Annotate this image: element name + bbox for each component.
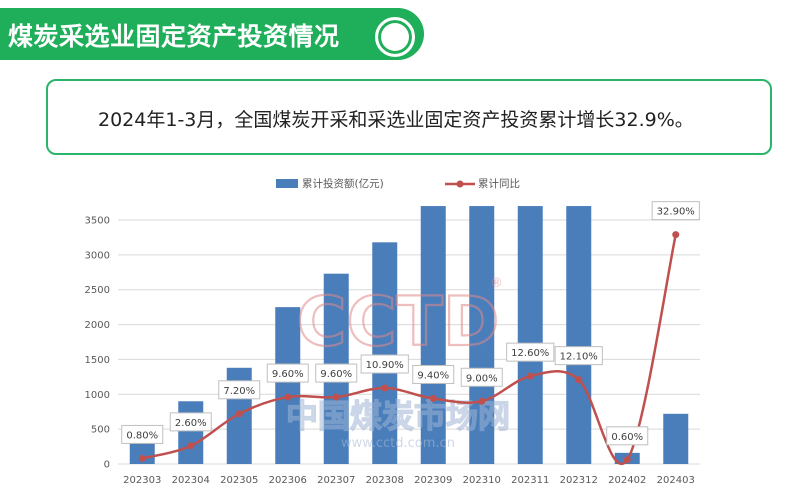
y-tick-label: 3000 <box>85 250 110 261</box>
bar-202311 <box>517 206 543 465</box>
data-label-box <box>506 342 555 362</box>
line-point-202305 <box>235 410 243 418</box>
x-tick-label: 202312 <box>560 475 598 486</box>
data-label-box <box>651 201 700 221</box>
line-point-202304 <box>187 442 195 450</box>
x-tick-label: 202403 <box>657 475 695 486</box>
bar-202310 <box>469 206 495 465</box>
x-tick-label: 202310 <box>463 475 501 486</box>
data-labels: 0.80% 2.60% 7.20% 9.60% 9.60% 10.90% 9.40% 9.00… <box>121 201 700 446</box>
legend-line-marker <box>456 180 464 188</box>
y-axis-ticks: 0 500 1000 1500 2000 2500 3000 3500 <box>85 216 110 471</box>
bar-202403 <box>663 413 689 464</box>
data-label-202312: 12.10% <box>560 352 598 363</box>
data-label-202309: 9.40% <box>417 370 449 381</box>
investment-chart: 0 500 1000 1500 2000 2500 3000 3500 CCTD ® 中国煤炭… <box>85 177 700 486</box>
summary-box: 2024年1-3月，全国煤炭开采和采选业固定资产投资累计增长32.9%。 <box>46 79 772 155</box>
data-label-box <box>606 426 649 446</box>
line-point-202311 <box>526 372 534 380</box>
legend-bar-swatch <box>276 179 298 188</box>
watermark-registered: ® <box>490 276 503 291</box>
bar-202308 <box>372 242 398 464</box>
page-title: 煤炭采选业固定资产投资情况 <box>8 22 340 51</box>
line-point-202312 <box>575 376 583 384</box>
bar-202309 <box>420 206 446 465</box>
data-label-202305: 7.20% <box>223 386 255 397</box>
data-label-202306: 9.60% <box>272 369 304 380</box>
bar-series <box>129 206 689 465</box>
legend-line-label: 累计同比 <box>478 177 520 190</box>
data-label-202402: 0.60% <box>611 432 643 443</box>
watermark-url: www.cctd.com.cn <box>341 436 455 451</box>
legend-bar-label: 累计投资额(亿元) <box>302 177 384 190</box>
data-label-202403: 32.90% <box>657 207 695 218</box>
x-tick-label: 202306 <box>269 475 307 486</box>
data-label-202307: 9.60% <box>320 369 352 380</box>
line-point-202403 <box>672 231 680 239</box>
header-banner: 煤炭采选业固定资产投资情况 <box>0 8 424 60</box>
summary-text: 2024年1-3月，全国煤炭开采和采选业固定资产投资累计增长32.9%。 <box>98 109 694 131</box>
data-label-box <box>121 424 164 444</box>
line-point-202307 <box>332 393 340 401</box>
x-tick-label: 202303 <box>123 475 161 486</box>
watermark: CCTD ® 中国煤炭市场网 www.cctd.com.cn <box>285 276 510 451</box>
data-label-202311: 12.60% <box>511 348 549 359</box>
x-axis-ticks: 202303 202304 202305 202306 202307 202308 2023… <box>123 475 695 486</box>
y-tick-label: 1500 <box>85 355 110 366</box>
line-series <box>138 231 680 465</box>
line-point-202303 <box>138 454 146 462</box>
data-label-box <box>266 363 309 383</box>
bar-202304 <box>178 401 204 464</box>
data-label-202304: 2.60% <box>175 418 207 429</box>
line-point-202309 <box>429 394 437 402</box>
y-tick-label: 0 <box>104 460 110 471</box>
x-tick-label: 202307 <box>317 475 355 486</box>
line-point-202310 <box>478 397 486 405</box>
data-label-202308: 10.90% <box>366 360 404 371</box>
y-tick-label: 3500 <box>85 216 110 227</box>
x-tick-label: 202309 <box>414 475 452 486</box>
x-tick-label: 202402 <box>608 475 646 486</box>
x-tick-label: 202311 <box>511 475 549 486</box>
line-point-202306 <box>284 393 292 401</box>
data-label-box <box>412 364 455 384</box>
legend: 累计投资额(亿元) 累计同比 <box>276 177 520 190</box>
y-tick-label: 500 <box>91 425 110 436</box>
data-label-box <box>218 380 261 400</box>
y-tick-label: 1000 <box>85 390 110 401</box>
circle-decoration-icon <box>375 17 415 57</box>
line-point-202402 <box>623 456 631 464</box>
y-tick-label: 2500 <box>85 285 110 296</box>
data-label-202310: 9.00% <box>466 373 498 384</box>
x-tick-label: 202305 <box>220 475 258 486</box>
bar-202312 <box>566 206 592 465</box>
bar-202306 <box>275 307 301 464</box>
watermark-logo: CCTD <box>297 283 500 362</box>
data-label-box <box>460 367 503 387</box>
data-label-box <box>360 354 409 374</box>
data-label-202303: 0.80% <box>126 430 158 441</box>
y-tick-label: 2000 <box>85 320 110 331</box>
data-label-box <box>169 412 212 432</box>
data-label-box <box>554 346 603 366</box>
x-tick-label: 202308 <box>366 475 404 486</box>
data-label-box <box>315 363 358 383</box>
line-point-202308 <box>381 384 389 392</box>
x-tick-label: 202304 <box>172 475 210 486</box>
